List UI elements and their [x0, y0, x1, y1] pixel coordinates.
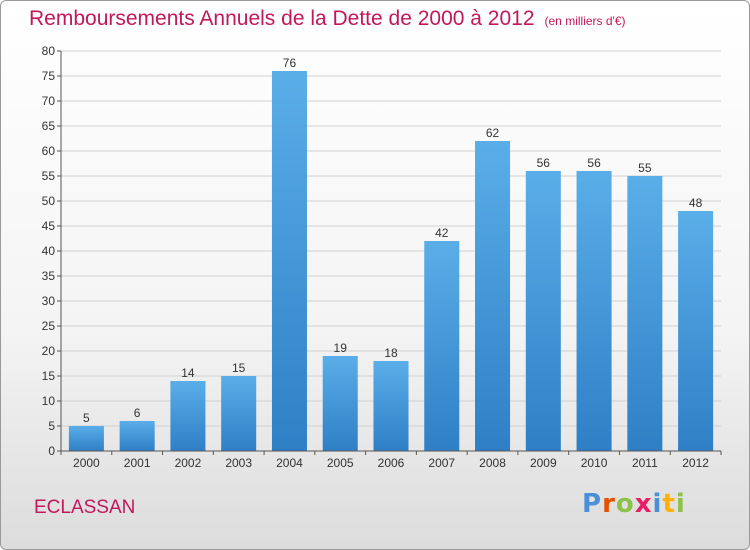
commune-name: ECLASSAN [34, 497, 136, 518]
y-tick-label: 5 [48, 419, 55, 433]
y-tick-label: 25 [42, 319, 56, 333]
y-tick-label: 10 [42, 394, 56, 408]
bars [68, 71, 714, 451]
data-label-2009: 56 [537, 156, 551, 170]
y-tick-label: 75 [42, 69, 56, 83]
data-label-2002: 14 [181, 366, 195, 380]
bar-2009 [525, 171, 561, 451]
x-tick-label-2004: 2004 [276, 456, 303, 470]
bar-2001 [119, 421, 155, 451]
x-tick-label-2000: 2000 [73, 456, 100, 470]
y-tick-label: 30 [42, 294, 56, 308]
proxiti-logo[interactable]: Proxiti [582, 489, 686, 519]
y-tick-label: 0 [48, 444, 55, 458]
y-tick-label: 50 [42, 194, 56, 208]
x-tick-label-2010: 2010 [581, 456, 608, 470]
logo-letter: i [652, 489, 663, 519]
data-label-2001: 6 [134, 406, 141, 420]
y-tick-label: 35 [42, 269, 56, 283]
bar-2006 [373, 361, 409, 451]
y-tick-label: 20 [42, 344, 56, 358]
x-tick-label-2009: 2009 [530, 456, 557, 470]
x-tick-label-2008: 2008 [479, 456, 506, 470]
logo-letter: o [615, 489, 635, 519]
y-tick-label: 55 [42, 169, 56, 183]
bar-2002 [170, 381, 206, 451]
bar-2003 [221, 376, 257, 451]
y-tick-label: 60 [42, 144, 56, 158]
y-tick-label: 45 [42, 219, 56, 233]
y-tick-label: 40 [42, 244, 56, 258]
y-tick-label: 65 [42, 119, 56, 133]
x-tick-label-2011: 2011 [632, 456, 658, 470]
bar-2011 [627, 176, 663, 451]
bar-2004 [271, 71, 307, 451]
logo-letter: i [675, 489, 686, 519]
title-text: Remboursements Annuels de la Dette de 20… [29, 7, 535, 30]
data-label-2008: 62 [486, 126, 500, 140]
data-label-2007: 42 [435, 226, 449, 240]
y-tick-label: 80 [42, 44, 56, 58]
data-label-2003: 15 [232, 361, 246, 375]
axes [60, 51, 721, 452]
logo-letter: r [602, 489, 616, 519]
x-axis-ticks: 2000 2001 2002 2003 2004 2005 2006 2007 2008 2009… [60, 451, 722, 470]
data-label-2000: 5 [83, 411, 90, 425]
data-label-2006: 18 [384, 346, 398, 360]
x-tick-label-2007: 2007 [428, 456, 455, 470]
logo-letter: P [582, 489, 603, 519]
chart-subtitle: (en milliers d'€) [544, 14, 626, 28]
data-label-2012: 48 [689, 196, 703, 210]
data-label-2010: 56 [587, 156, 601, 170]
y-axis-ticks: 0 5 10 15 20 25 30 35 40 45 50 55 60 65 70 75 80 [42, 44, 61, 458]
x-tick-label-2006: 2006 [378, 456, 405, 470]
data-label-2011: 55 [638, 161, 652, 175]
bar-2007 [424, 241, 460, 451]
bar-2012 [678, 211, 714, 451]
logo-letter: t [662, 489, 676, 519]
bar-2008 [475, 141, 511, 451]
x-tick-label-2005: 2005 [327, 456, 354, 470]
x-tick-label-2003: 2003 [225, 456, 252, 470]
bar-2000 [68, 426, 104, 451]
x-tick-label-2001: 2001 [124, 456, 151, 470]
bar-2005 [322, 356, 358, 451]
y-tick-label: 70 [42, 94, 56, 108]
data-label-2004: 76 [283, 56, 297, 70]
x-tick-label-2012: 2012 [682, 456, 709, 470]
chart-title: Remboursements Annuels de la Dette de 20… [29, 7, 626, 31]
x-tick-label-2002: 2002 [175, 456, 202, 470]
bar-2010 [576, 171, 612, 451]
data-label-2005: 19 [334, 341, 348, 355]
logo-letter: x [634, 489, 653, 519]
y-tick-label: 15 [42, 369, 56, 383]
